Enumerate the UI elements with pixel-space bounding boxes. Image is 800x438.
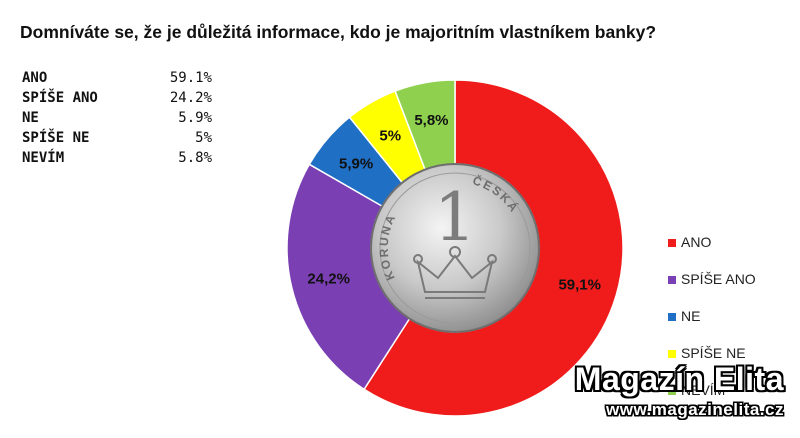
stat-row: SPÍŠE ANO 24.2% [22, 88, 212, 108]
stat-value: 5.8% [178, 150, 212, 166]
stat-label: SPÍŠE ANO [22, 90, 98, 106]
stat-row: SPÍŠE NE 5% [22, 128, 212, 148]
legend-label: SPÍŠE ANO [681, 271, 756, 287]
stat-label: NE [22, 110, 39, 126]
stat-row: NEVÍM 5.8% [22, 148, 212, 168]
slice-labels-group: 59,1% 24,2% 5,9% 5% 5,8% [307, 112, 601, 294]
stat-value: 24.2% [169, 90, 212, 106]
legend-swatch [668, 276, 676, 284]
stat-value: 5% [195, 130, 212, 146]
chart-title: Domníváte se, že je důležitá informace, … [20, 22, 657, 42]
legend-swatch [668, 350, 676, 358]
stat-value: 5.9% [178, 110, 212, 126]
slices-group [286, 79, 624, 417]
crown-icon [413, 246, 497, 299]
data-label: 5,9% [339, 156, 373, 173]
data-label: 5% [379, 127, 401, 144]
legend-swatch [668, 313, 676, 321]
stats-list: ANO 59.1% SPÍŠE ANO 24.2% NE 5.9% SPÍŠE … [22, 68, 212, 168]
stat-value: 59.1% [169, 70, 212, 86]
stat-row: NE 5.9% [22, 108, 212, 128]
data-label: 59,1% [558, 277, 601, 294]
stat-label: NEVÍM [22, 150, 65, 166]
watermark-url: www.magazinelita.cz [606, 400, 784, 419]
coin-image: 1 KORUNA ČESKÁ [370, 163, 540, 333]
watermark: Magazín Elita www.magazinelita.cz [575, 360, 784, 422]
legend-label: SPÍŠE NE [681, 345, 746, 361]
stat-row: ANO 59.1% [22, 68, 212, 88]
stat-label: SPÍŠE NE [22, 130, 90, 146]
watermark-title: Magazín Elita [574, 361, 784, 397]
legend-swatch [668, 239, 676, 247]
legend-label: NE [681, 308, 700, 324]
data-label: 24,2% [307, 271, 350, 288]
legend-label: NEVÍM [681, 382, 725, 398]
legend-label: ANO [681, 234, 711, 250]
svg-text:KORUNA: KORUNA [377, 211, 399, 282]
legend-swatch [668, 387, 676, 395]
legend: ANO SPÍŠE ANO NE SPÍŠE NE NEVÍM [668, 234, 756, 398]
coin-inscription-left: KORUNA [377, 211, 397, 282]
data-label: 5,8% [414, 112, 448, 129]
coin-digit: 1 [434, 179, 476, 256]
stat-label: ANO [22, 70, 48, 86]
